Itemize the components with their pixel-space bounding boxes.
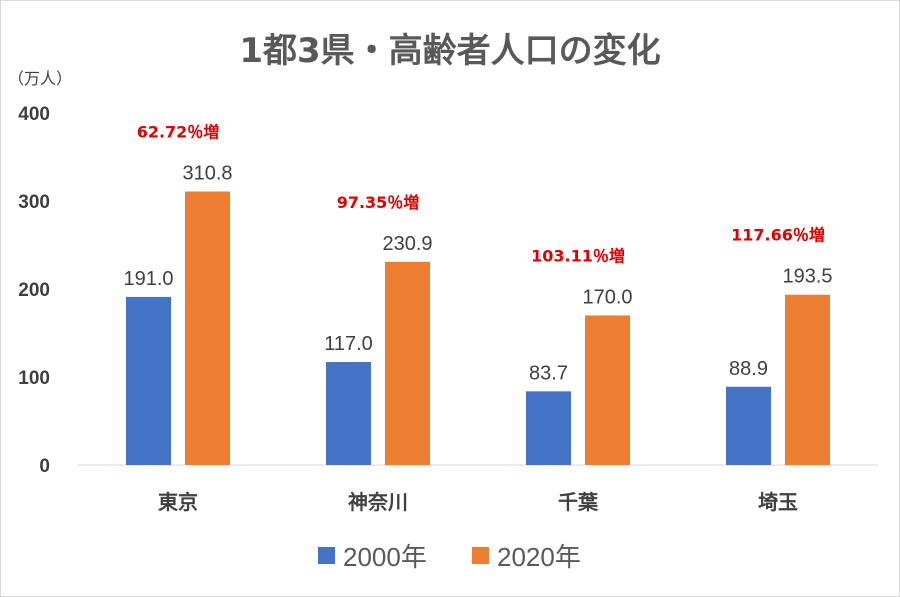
x-tick-label-2: 千葉 (558, 490, 599, 514)
data-label-2020-3: 193.5 (782, 266, 832, 288)
bar-2000-2 (526, 391, 571, 465)
legend-swatch-2000 (318, 547, 335, 564)
growth-annotation-0: 62.72％増 (137, 122, 220, 141)
data-label-2000-0: 191.0 (123, 268, 173, 290)
bar-2000-0 (126, 296, 171, 465)
data-label-2020-2: 170.0 (582, 286, 632, 308)
bars-group (126, 191, 830, 465)
y-tick-label-300: 300 (18, 192, 50, 213)
y-axis-unit-label: （万人） (8, 69, 72, 88)
growth-annotation-1: 97.35％増 (337, 193, 420, 212)
x-tick-label-0: 東京 (158, 490, 198, 514)
x-tick-label-3: 埼玉 (758, 490, 798, 514)
data-label-2000-2: 83.7 (529, 362, 568, 384)
growth-annotation-3: 117.66％増 (731, 226, 825, 245)
legend-label-2020: 2020年 (497, 542, 581, 572)
data-label-2020-0: 310.8 (182, 162, 232, 184)
x-axis-ticks: 東京 神奈川 千葉 埼玉 (158, 490, 798, 514)
data-labels-group: 191.0 310.8 117.0 230.9 83.7 170.0 88.9 193.5 (123, 162, 832, 384)
bar-2020-2 (585, 315, 630, 465)
legend: 2000年 2020年 (318, 542, 581, 572)
bar-2020-3 (785, 294, 830, 465)
x-tick-label-1: 神奈川 (348, 490, 408, 514)
data-label-2020-1: 230.9 (382, 233, 432, 255)
y-tick-label-400: 400 (18, 104, 50, 125)
bar-2020-0 (185, 191, 230, 465)
data-label-2000-1: 117.0 (324, 333, 373, 355)
y-axis-ticks: 0 100 200 300 400 (18, 104, 50, 477)
growth-annotations-group: 62.72％増 97.35％増 103.11％増 117.66％増 (137, 122, 825, 265)
legend-swatch-2020 (472, 547, 489, 564)
data-label-2000-3: 88.9 (729, 358, 768, 380)
y-tick-label-0: 0 (39, 456, 50, 477)
bar-2000-1 (326, 362, 371, 465)
bar-2020-1 (385, 261, 430, 465)
y-tick-label-100: 100 (18, 368, 50, 389)
y-tick-label-200: 200 (18, 280, 50, 301)
chart-title: 1都3県・高齢者人口の変化 (239, 31, 660, 71)
legend-label-2000: 2000年 (343, 542, 427, 572)
bar-2000-3 (726, 386, 771, 465)
growth-annotation-2: 103.11％増 (531, 246, 625, 265)
